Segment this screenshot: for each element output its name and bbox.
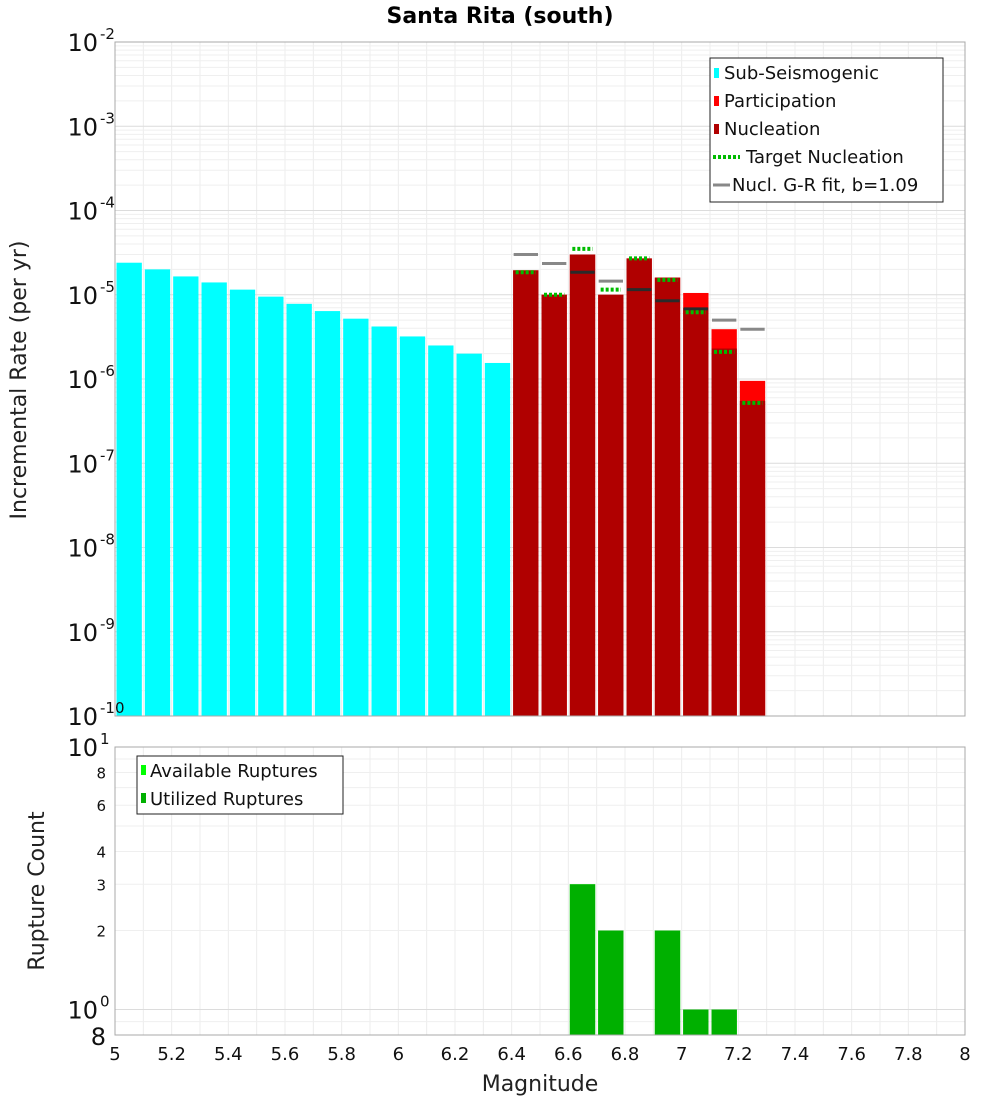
y-tick-label: 10 bbox=[67, 703, 98, 731]
legend-top bbox=[709, 57, 944, 203]
x-axis-label: Magnitude bbox=[482, 1072, 599, 1097]
y-tick-exponent: -4 bbox=[100, 194, 115, 212]
legend-label: Nucleation bbox=[724, 119, 820, 140]
legend-label: Available Ruptures bbox=[150, 761, 318, 782]
bar-sub-seismogenic bbox=[314, 311, 341, 716]
x-tick-label: 6.4 bbox=[497, 1044, 526, 1065]
bar-nucleation bbox=[711, 348, 737, 716]
y-tick-exponent: -3 bbox=[100, 109, 115, 127]
bottom-plot-frame bbox=[114, 746, 966, 1036]
legend-label: Sub-Seismogenic bbox=[724, 63, 879, 84]
bar-nucleation bbox=[626, 258, 652, 716]
legend-label: Participation bbox=[724, 91, 836, 112]
y-tick-minor-label: 2 bbox=[96, 923, 106, 941]
bar-utilized-ruptures bbox=[683, 1009, 709, 1035]
y-tick-exponent: -7 bbox=[100, 446, 115, 464]
legend-swatch bbox=[714, 68, 719, 78]
bar-sub-seismogenic bbox=[258, 296, 284, 716]
x-tick-label: 5.2 bbox=[157, 1044, 186, 1065]
y-axis-label-bottom: Rupture Count bbox=[25, 811, 50, 971]
bar-sub-seismogenic bbox=[456, 353, 482, 716]
bar-utilized-ruptures bbox=[598, 930, 624, 1035]
bar-nucleation bbox=[541, 294, 567, 716]
bar-sub-seismogenic bbox=[144, 269, 171, 716]
bar-sub-seismogenic bbox=[399, 336, 426, 716]
bar-sub-seismogenic bbox=[201, 282, 227, 716]
bar-sub-seismogenic bbox=[371, 326, 397, 716]
y-tick-label: 10 bbox=[67, 619, 98, 647]
x-tick-label: 6 bbox=[393, 1044, 404, 1065]
y-tick-label: 10 bbox=[67, 997, 98, 1025]
y-tick-label: 10 bbox=[67, 113, 98, 141]
bar-utilized-ruptures bbox=[569, 884, 596, 1035]
legend-label: Nucl. G-R fit, b=1.09 bbox=[732, 175, 918, 196]
x-tick-label: 5.4 bbox=[214, 1044, 243, 1065]
bar-nucleation bbox=[569, 254, 596, 716]
legend-swatch bbox=[141, 765, 146, 775]
bar-sub-seismogenic bbox=[173, 276, 199, 716]
y-tick-minor-label: 8 bbox=[91, 1023, 106, 1051]
legend-swatch bbox=[141, 793, 146, 803]
bar-sub-seismogenic bbox=[343, 318, 369, 716]
y-tick-exponent: -5 bbox=[100, 278, 115, 296]
bar-nucleation bbox=[654, 277, 681, 716]
bar-nucleation bbox=[683, 307, 709, 716]
x-tick-label: 8 bbox=[959, 1044, 970, 1065]
x-tick-label: 7 bbox=[676, 1044, 687, 1065]
y-tick-label: 10 bbox=[67, 282, 98, 310]
top-plot-frame bbox=[114, 41, 966, 717]
bar-utilized-ruptures bbox=[711, 1009, 737, 1035]
y-tick-minor-label: 8 bbox=[96, 764, 106, 782]
legend-label: Target Nucleation bbox=[745, 147, 904, 168]
y-tick-label: 10 bbox=[67, 366, 98, 394]
x-tick-label: 7.4 bbox=[781, 1044, 810, 1065]
bar-sub-seismogenic bbox=[428, 345, 454, 716]
y-tick-label: 10 bbox=[67, 29, 98, 57]
x-tick-label: 5 bbox=[109, 1044, 120, 1065]
x-tick-label: 5.8 bbox=[327, 1044, 356, 1065]
legend-bottom bbox=[136, 755, 344, 815]
y-tick-minor-label: 4 bbox=[96, 843, 106, 861]
x-tick-label: 6.8 bbox=[611, 1044, 640, 1065]
x-tick-label: 7.8 bbox=[894, 1044, 923, 1065]
bar-sub-seismogenic bbox=[286, 303, 312, 716]
y-tick-exponent: -9 bbox=[100, 615, 115, 633]
y-tick-exponent: -10 bbox=[100, 699, 125, 717]
x-tick-label: 6.2 bbox=[441, 1044, 470, 1065]
y-tick-exponent: 0 bbox=[100, 993, 110, 1011]
x-tick-label: 5.6 bbox=[271, 1044, 300, 1065]
y-tick-minor-label: 6 bbox=[96, 797, 106, 815]
bar-nucleation bbox=[598, 294, 624, 716]
chart-title: Santa Rita (south) bbox=[386, 4, 613, 29]
y-tick-label: 10 bbox=[67, 450, 98, 478]
x-tick-label: 7.6 bbox=[837, 1044, 866, 1065]
y-tick-minor-label: 3 bbox=[96, 876, 106, 894]
legend-label: Utilized Ruptures bbox=[150, 789, 303, 810]
legend-swatch bbox=[714, 124, 719, 134]
legend-swatch bbox=[714, 96, 719, 106]
y-tick-label: 10 bbox=[67, 198, 98, 226]
bar-sub-seismogenic bbox=[229, 289, 256, 716]
y-tick-exponent: -2 bbox=[100, 25, 115, 43]
y-tick-exponent: 1 bbox=[100, 730, 110, 748]
bar-nucleation bbox=[739, 400, 766, 716]
bar-sub-seismogenic bbox=[484, 362, 511, 716]
y-tick-label: 10 bbox=[67, 535, 98, 563]
x-tick-label: 6.6 bbox=[554, 1044, 583, 1065]
bar-nucleation bbox=[513, 270, 539, 716]
bar-utilized-ruptures bbox=[654, 930, 681, 1035]
y-tick-exponent: -8 bbox=[100, 531, 115, 549]
bar-sub-seismogenic bbox=[116, 262, 142, 716]
x-tick-label: 7.2 bbox=[724, 1044, 753, 1065]
y-tick-exponent: -6 bbox=[100, 362, 115, 380]
y-tick-label: 10 bbox=[67, 734, 98, 762]
y-axis-label-top: Incremental Rate (per yr) bbox=[7, 241, 32, 520]
